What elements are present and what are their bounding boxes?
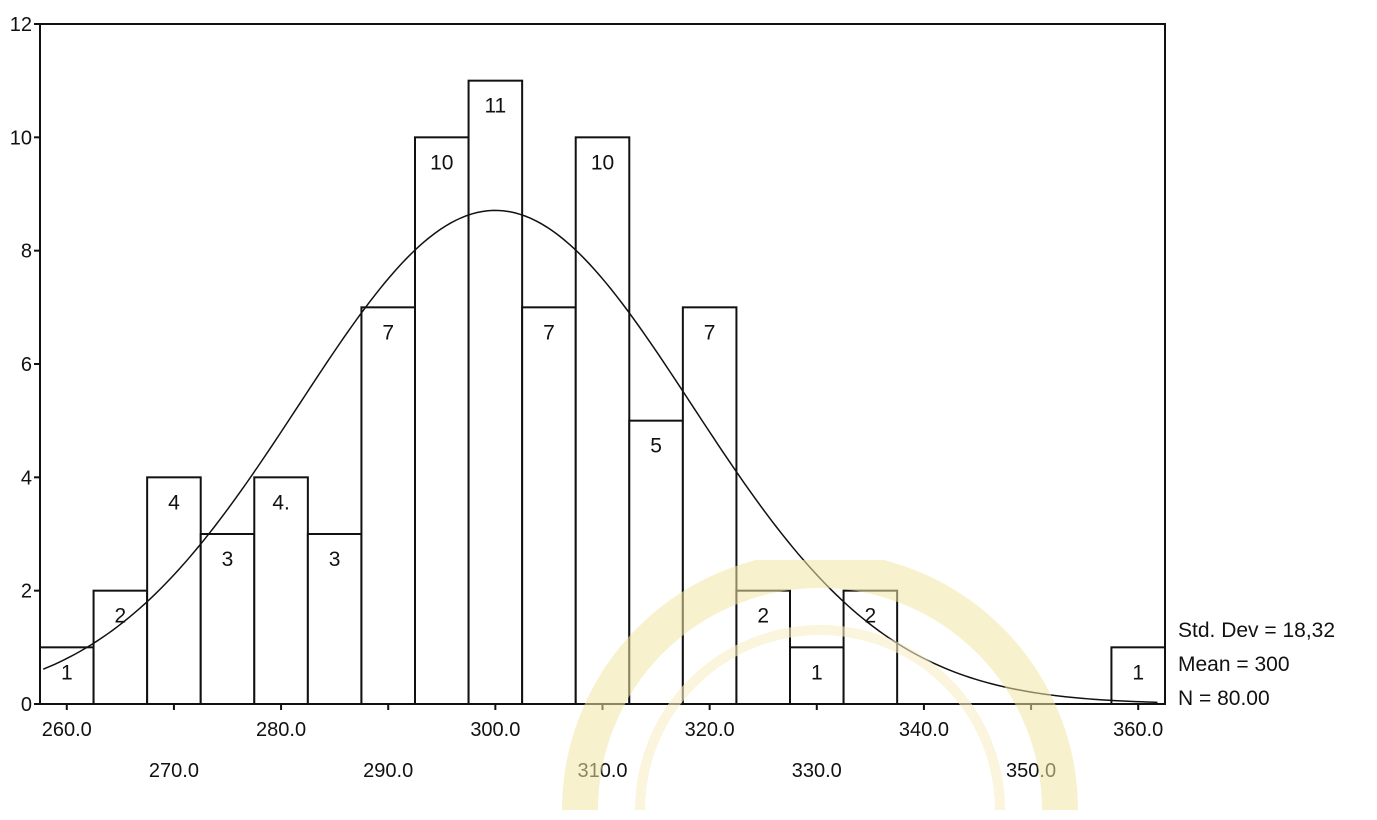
bar-value-label: 11 — [484, 95, 506, 118]
bar — [414, 136, 470, 706]
bar-value-label: 1 — [1132, 661, 1144, 684]
bar-value-label: 2 — [115, 605, 127, 628]
bar — [1110, 646, 1167, 705]
bar-value-label: 7 — [704, 321, 716, 344]
bar-value-label: 4 — [168, 491, 180, 514]
y-tick-label: 4 — [21, 467, 32, 489]
bar-value-label: 10 — [430, 151, 453, 174]
x-tick-label: 260.0 — [42, 719, 92, 741]
x-tick-label: 340.0 — [899, 719, 949, 741]
y-axis: 0 2 4 6 8 10 12 — [10, 14, 40, 716]
x-tick-label: 280.0 — [256, 719, 306, 741]
x-tick-label: 270.0 — [149, 760, 199, 782]
bar-value-label: 2 — [757, 605, 769, 628]
x-tick-label: 330.0 — [792, 760, 842, 782]
bar — [681, 306, 738, 705]
x-tick-label: 360.0 — [1113, 719, 1163, 741]
x-tick-label: 290.0 — [363, 760, 413, 782]
x-tick-label: 350.0 — [1006, 760, 1056, 782]
bar — [360, 306, 416, 705]
bar-value-label: 4. — [272, 491, 290, 514]
bar-value-label: 3 — [329, 548, 341, 571]
y-tick-label: 10 — [10, 127, 32, 149]
bar — [199, 533, 256, 705]
stats-block: Std. Dev = 18,32 Mean = 300 N = 80.00 — [1178, 619, 1335, 710]
bar — [521, 306, 577, 705]
bar-value-label: 1 — [61, 661, 73, 684]
y-tick-label: 12 — [10, 14, 32, 36]
x-tick-label: 300.0 — [470, 719, 520, 741]
bar-value-label: 7 — [382, 321, 394, 344]
bar-value-label: 1 — [811, 661, 823, 684]
bar-value-label: 10 — [591, 151, 614, 174]
x-axis: 260.0 280.0 300.0 320.0 340.0 360.0 270.0 290.0… — [42, 704, 1163, 782]
y-tick-label: 6 — [21, 354, 32, 376]
mean-text: Mean = 300 — [1178, 653, 1290, 676]
bar-value-label: 5 — [650, 435, 662, 458]
bar — [467, 79, 524, 705]
y-tick-label: 8 — [21, 241, 32, 263]
bar — [574, 136, 631, 706]
bar-value-label: 7 — [543, 321, 555, 344]
bar-value-label: 3 — [222, 548, 234, 571]
bar — [306, 533, 363, 705]
x-tick-label: 310.0 — [577, 760, 627, 782]
std-dev-text: Std. Dev = 18,32 — [1178, 619, 1335, 642]
bar — [628, 419, 684, 705]
y-tick-label: 0 — [21, 694, 32, 716]
x-tick-label: 320.0 — [685, 719, 735, 741]
n-text: N = 80.00 — [1178, 687, 1270, 710]
y-tick-label: 2 — [21, 581, 32, 603]
